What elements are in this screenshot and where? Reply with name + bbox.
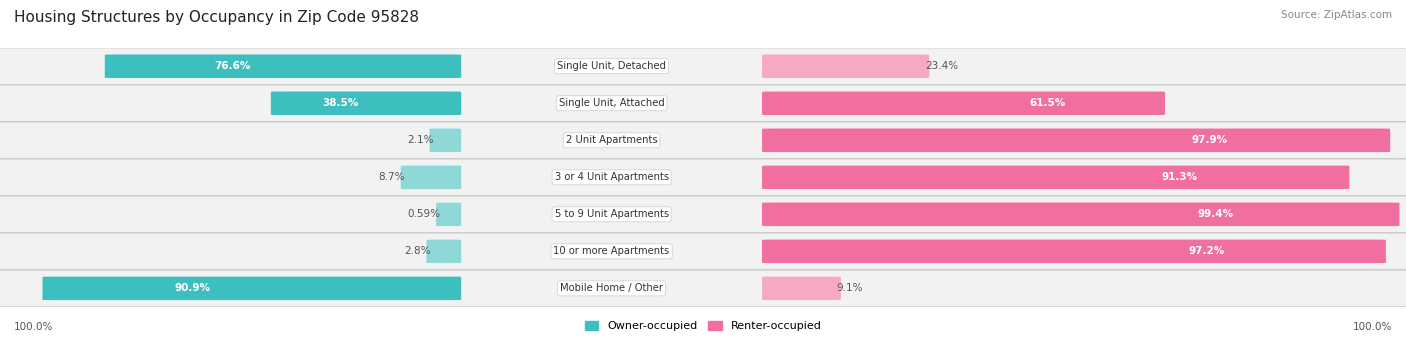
Text: 97.9%: 97.9% bbox=[1191, 135, 1227, 145]
FancyBboxPatch shape bbox=[426, 240, 461, 263]
Text: 38.5%: 38.5% bbox=[323, 98, 359, 108]
Text: Source: ZipAtlas.com: Source: ZipAtlas.com bbox=[1281, 10, 1392, 20]
FancyBboxPatch shape bbox=[0, 196, 1406, 233]
Text: 5 to 9 Unit Apartments: 5 to 9 Unit Apartments bbox=[554, 209, 669, 219]
Text: 90.9%: 90.9% bbox=[174, 283, 211, 293]
Text: 9.1%: 9.1% bbox=[837, 283, 863, 293]
Text: 61.5%: 61.5% bbox=[1029, 98, 1066, 108]
Text: 100.0%: 100.0% bbox=[1353, 322, 1392, 332]
FancyBboxPatch shape bbox=[0, 233, 1406, 270]
FancyBboxPatch shape bbox=[0, 270, 1406, 307]
FancyBboxPatch shape bbox=[271, 91, 461, 115]
FancyBboxPatch shape bbox=[0, 48, 1406, 85]
Text: Single Unit, Detached: Single Unit, Detached bbox=[557, 61, 666, 71]
Text: 10 or more Apartments: 10 or more Apartments bbox=[554, 246, 669, 256]
Text: 99.4%: 99.4% bbox=[1198, 209, 1234, 219]
Text: 2.8%: 2.8% bbox=[404, 246, 430, 256]
Text: 100.0%: 100.0% bbox=[14, 322, 53, 332]
FancyBboxPatch shape bbox=[762, 277, 841, 300]
Text: Mobile Home / Other: Mobile Home / Other bbox=[560, 283, 664, 293]
FancyBboxPatch shape bbox=[762, 91, 1166, 115]
FancyBboxPatch shape bbox=[0, 122, 1406, 159]
Text: Housing Structures by Occupancy in Zip Code 95828: Housing Structures by Occupancy in Zip C… bbox=[14, 10, 419, 25]
FancyBboxPatch shape bbox=[762, 240, 1386, 263]
FancyBboxPatch shape bbox=[42, 277, 461, 300]
FancyBboxPatch shape bbox=[762, 129, 1391, 152]
Text: 23.4%: 23.4% bbox=[925, 61, 959, 71]
FancyBboxPatch shape bbox=[105, 55, 461, 78]
FancyBboxPatch shape bbox=[762, 165, 1350, 189]
Text: 97.2%: 97.2% bbox=[1188, 246, 1225, 256]
Text: 2 Unit Apartments: 2 Unit Apartments bbox=[565, 135, 658, 145]
Text: Single Unit, Attached: Single Unit, Attached bbox=[558, 98, 665, 108]
Legend: Owner-occupied, Renter-occupied: Owner-occupied, Renter-occupied bbox=[581, 316, 825, 336]
Text: 76.6%: 76.6% bbox=[215, 61, 252, 71]
Text: 0.59%: 0.59% bbox=[408, 209, 440, 219]
FancyBboxPatch shape bbox=[762, 203, 1399, 226]
FancyBboxPatch shape bbox=[429, 129, 461, 152]
FancyBboxPatch shape bbox=[401, 165, 461, 189]
Text: 3 or 4 Unit Apartments: 3 or 4 Unit Apartments bbox=[554, 172, 669, 182]
Text: 8.7%: 8.7% bbox=[378, 172, 405, 182]
FancyBboxPatch shape bbox=[0, 159, 1406, 196]
FancyBboxPatch shape bbox=[436, 203, 461, 226]
Text: 91.3%: 91.3% bbox=[1161, 172, 1198, 182]
Text: 2.1%: 2.1% bbox=[408, 135, 433, 145]
FancyBboxPatch shape bbox=[0, 85, 1406, 122]
FancyBboxPatch shape bbox=[762, 55, 929, 78]
